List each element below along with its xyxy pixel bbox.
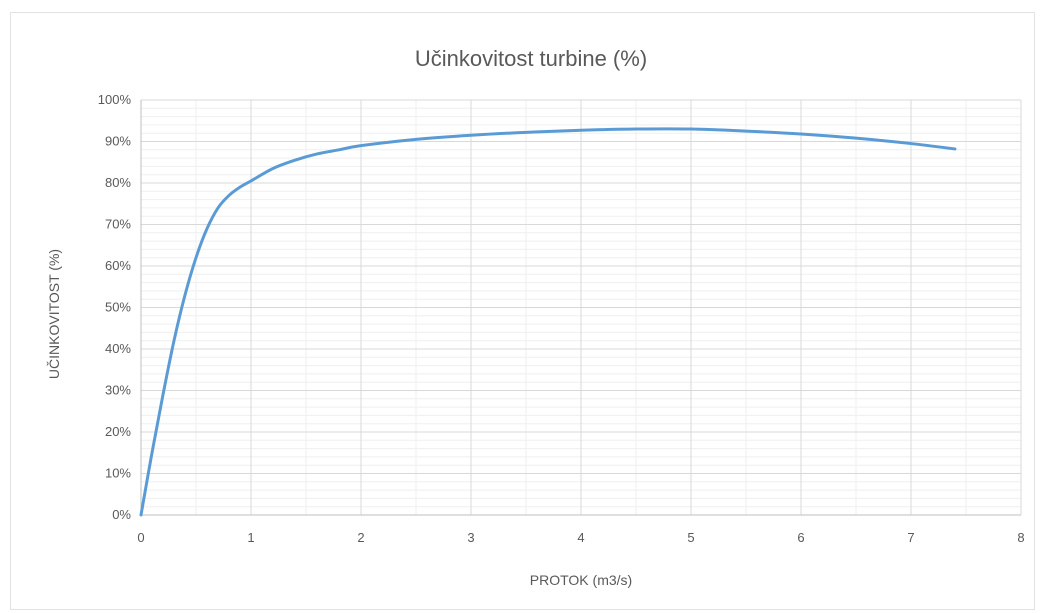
- y-tick-label: 60%: [105, 258, 131, 273]
- chart-area: Učinkovitost turbine (%) 0% 10% 20% 30% 40% 5…: [10, 12, 1035, 610]
- x-tick-label: 4: [577, 530, 584, 545]
- y-axis-label: UČINKOVITOST (%): [46, 249, 62, 379]
- x-tick-label: 7: [907, 530, 914, 545]
- y-tick-label: 50%: [105, 300, 131, 315]
- chart-svg: Učinkovitost turbine (%) 0% 10% 20% 30% 40% 5…: [46, 46, 1025, 588]
- y-tick-label: 70%: [105, 217, 131, 232]
- x-tick-label: 2: [357, 530, 364, 545]
- chart-title: Učinkovitost turbine (%): [415, 46, 647, 71]
- series-line: [139, 127, 957, 517]
- y-tick-label: 30%: [105, 383, 131, 398]
- x-tick-label: 1: [247, 530, 254, 545]
- x-tick-label: 6: [797, 530, 804, 545]
- x-tick-label: 3: [467, 530, 474, 545]
- y-tick-labels: 0% 10% 20% 30% 40% 50% 60% 70% 80% 90% 100%: [98, 92, 132, 522]
- y-tick-label: 0%: [112, 507, 131, 522]
- series-group: [139, 127, 957, 517]
- y-tick-label: 80%: [105, 175, 131, 190]
- y-tick-label: 90%: [105, 134, 131, 149]
- y-tick-label: 20%: [105, 424, 131, 439]
- x-tick-label: 8: [1017, 530, 1024, 545]
- x-tick-labels: 0 1 2 3 4 5 6 7 8: [137, 530, 1024, 545]
- x-axis-label: PROTOK (m3/s): [530, 572, 632, 588]
- x-tick-label: 5: [687, 530, 694, 545]
- y-tick-label: 100%: [98, 92, 132, 107]
- y-tick-label: 10%: [105, 466, 131, 481]
- y-tick-label: 40%: [105, 341, 131, 356]
- major-gridlines: [140, 99, 1022, 516]
- x-tick-label: 0: [137, 530, 144, 545]
